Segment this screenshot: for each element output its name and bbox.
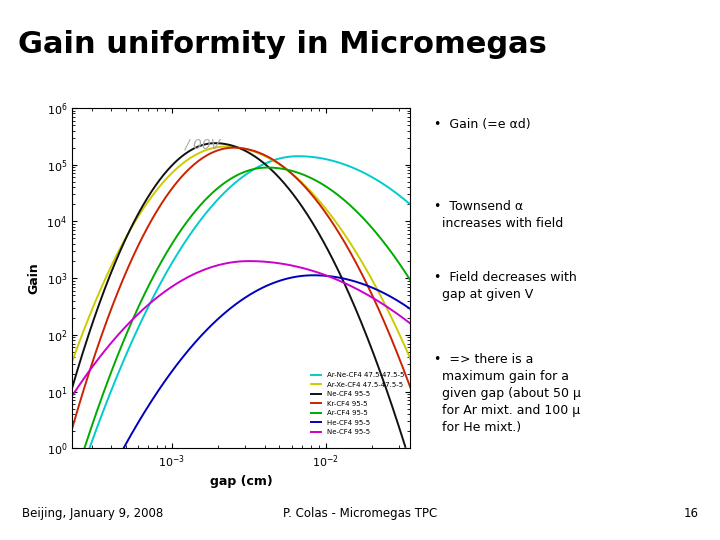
Text: Gain uniformity in Micromegas: Gain uniformity in Micromegas	[18, 30, 547, 59]
Text: P. Colas - Micromegas TPC: P. Colas - Micromegas TPC	[283, 507, 437, 520]
Legend: Ar-Ne-CF4 47.5-47.5-5, Ar-Xe-CF4 47.5-47.5-5, Ne-CF4 95-5, Kr-CF4 95-5, Ar-CF4 9: Ar-Ne-CF4 47.5-47.5-5, Ar-Xe-CF4 47.5-47…	[308, 369, 407, 438]
Y-axis label: Gain: Gain	[28, 262, 41, 294]
Text: / 00V: / 00V	[184, 138, 220, 152]
X-axis label: gap (cm): gap (cm)	[210, 475, 273, 488]
Text: Beijing, January 9, 2008: Beijing, January 9, 2008	[22, 507, 163, 520]
Text: •  => there is a
  maximum gain for a
  given gap (about 50 μ
  for Ar mixt. and: • => there is a maximum gain for a given…	[434, 353, 581, 434]
Text: •  Field decreases with
  gap at given V: • Field decreases with gap at given V	[434, 271, 577, 301]
Text: •  Townsend α
  increases with field: • Townsend α increases with field	[434, 200, 564, 230]
Text: 16: 16	[683, 507, 698, 520]
Text: •  Gain (=e αd): • Gain (=e αd)	[434, 118, 531, 131]
